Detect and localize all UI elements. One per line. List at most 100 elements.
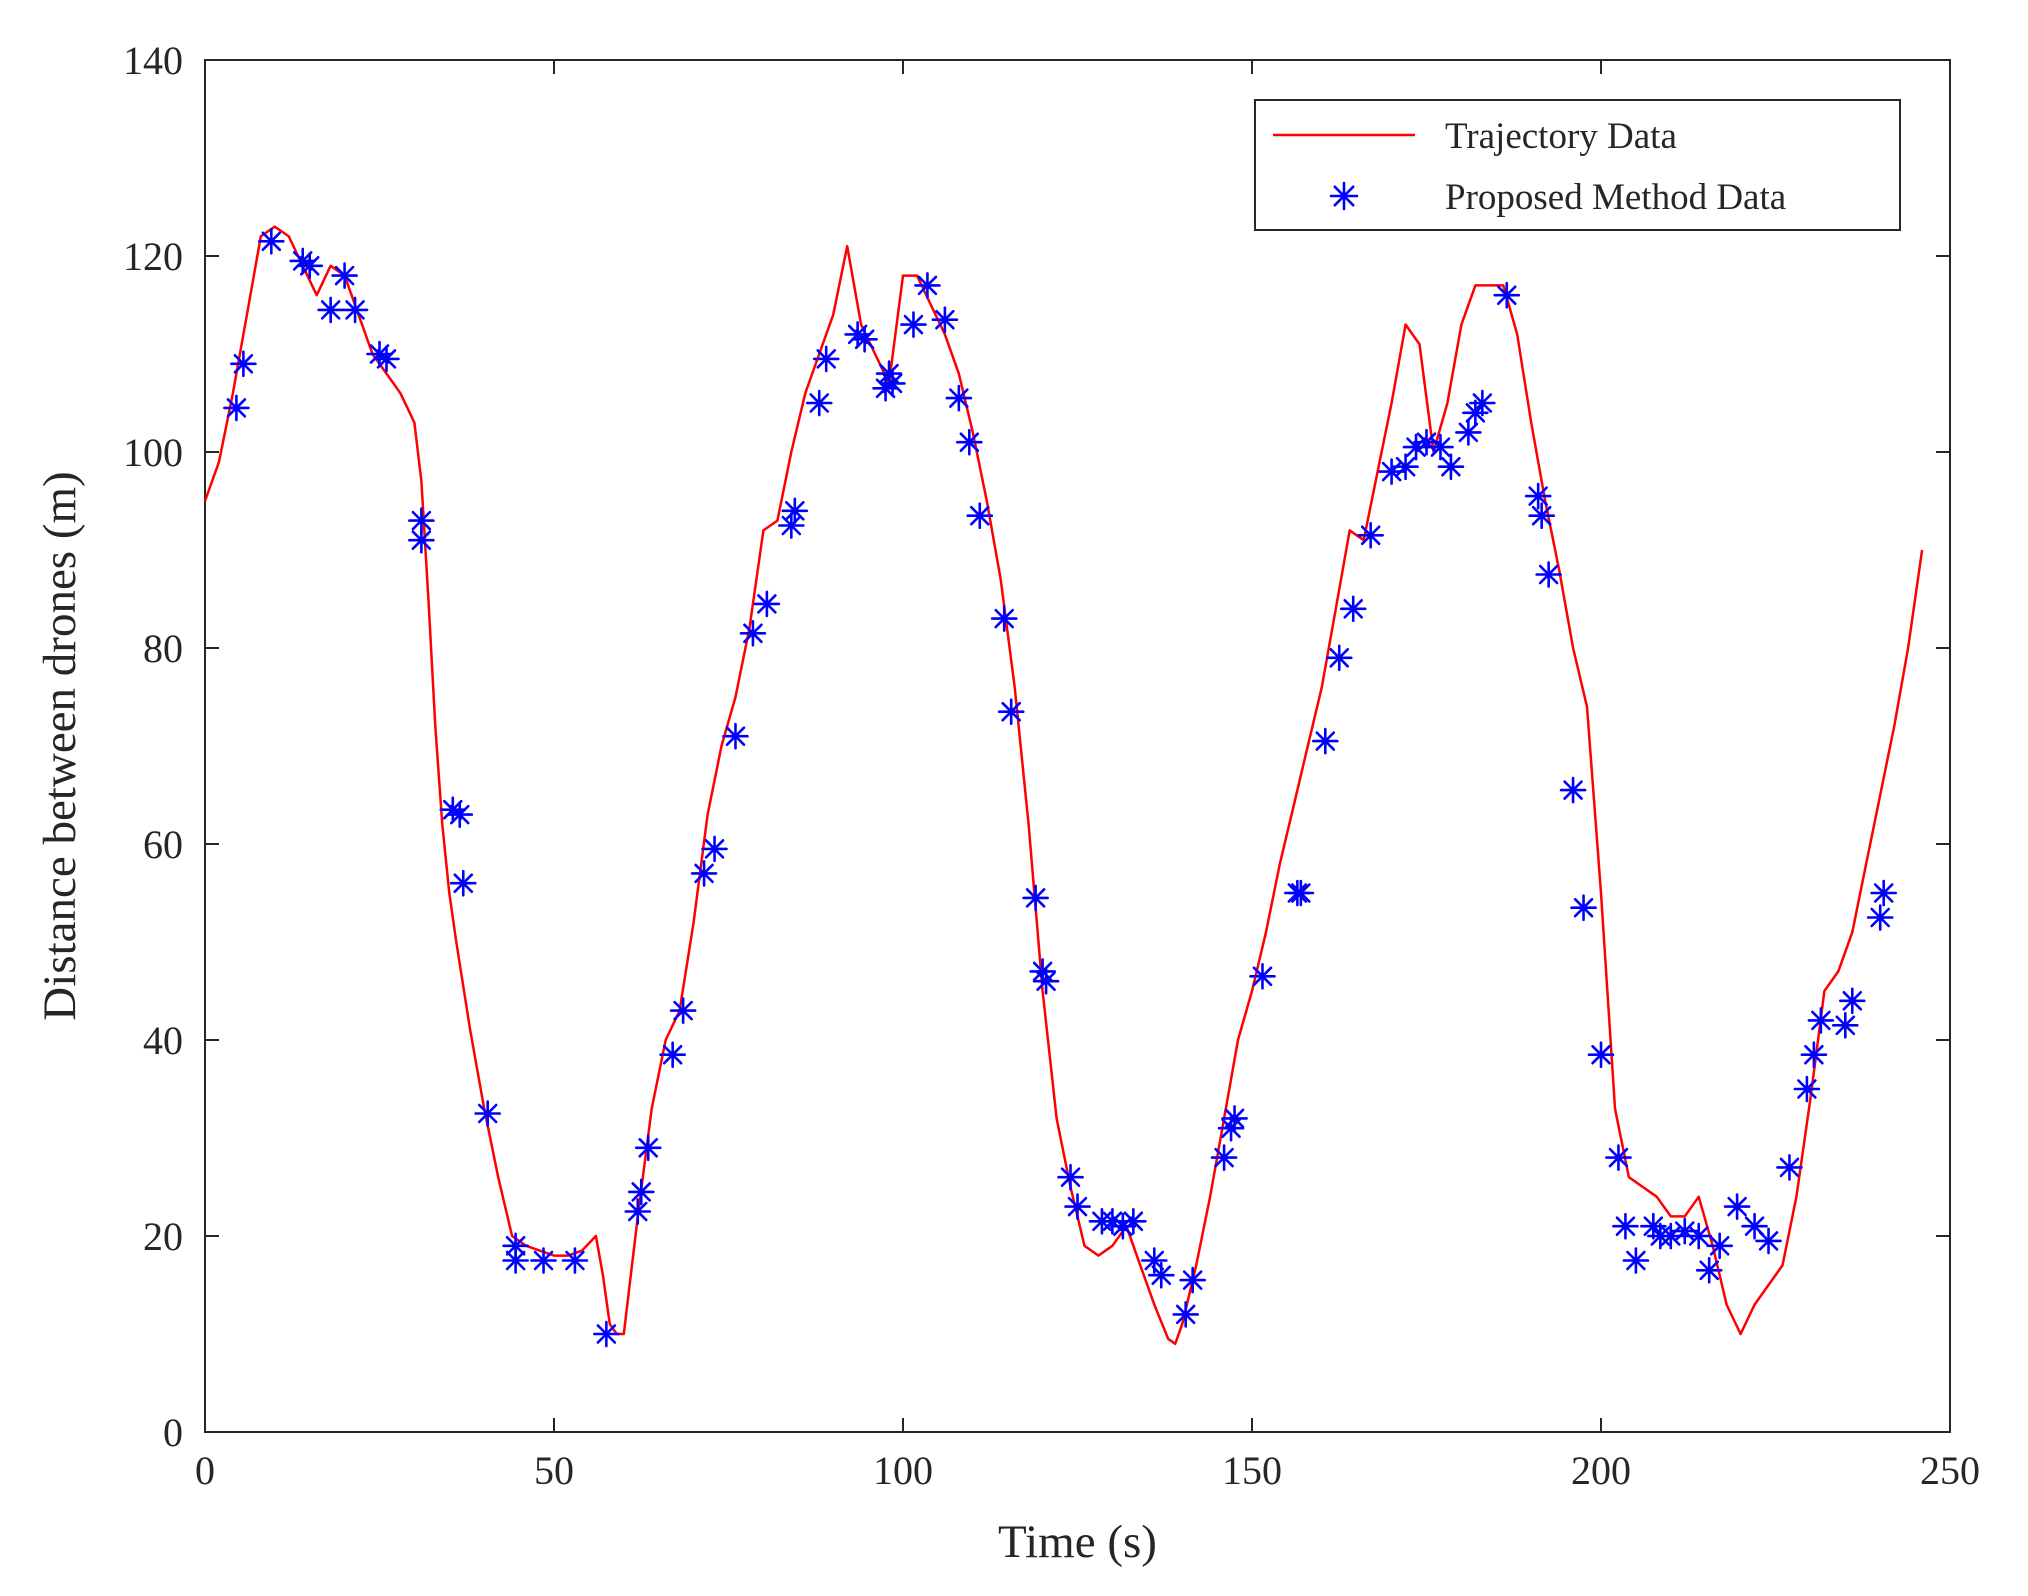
data-point bbox=[366, 340, 393, 368]
data-point bbox=[474, 1100, 501, 1127]
data-point bbox=[805, 389, 833, 417]
x-tick-label: 100 bbox=[873, 1448, 933, 1493]
x-tick-label: 150 bbox=[1222, 1448, 1282, 1493]
data-point bbox=[945, 384, 973, 412]
data-point bbox=[1685, 1222, 1713, 1250]
data-point bbox=[502, 1247, 529, 1274]
plot-area-frame bbox=[204, 59, 1951, 1433]
data-point bbox=[1870, 879, 1897, 907]
data-point bbox=[296, 252, 324, 280]
data-point bbox=[879, 370, 906, 397]
data-point bbox=[1587, 1041, 1615, 1068]
data-point bbox=[624, 1198, 652, 1225]
x-tick-label: 0 bbox=[195, 1448, 215, 1493]
x-tick-label: 200 bbox=[1571, 1448, 1631, 1493]
data-point bbox=[289, 247, 317, 275]
y-tick-label: 0 bbox=[163, 1410, 183, 1455]
data-point bbox=[931, 306, 959, 334]
y-tick-label: 60 bbox=[143, 822, 183, 867]
data-point bbox=[914, 272, 941, 299]
data-point bbox=[690, 860, 718, 887]
legend-label-proposed-method-data: Proposed Method Data bbox=[1445, 177, 1786, 218]
legend-marker bbox=[1329, 181, 1359, 211]
data-point bbox=[1427, 433, 1454, 461]
y-axis-title: Distance between drones (m) bbox=[34, 471, 86, 1020]
legend-swatch-proposed-method-data bbox=[1329, 181, 1359, 211]
data-point bbox=[1524, 482, 1552, 510]
data-point bbox=[1838, 987, 1866, 1015]
data-point bbox=[1455, 419, 1482, 446]
data-point bbox=[223, 394, 250, 422]
legend-box bbox=[1254, 99, 1901, 231]
data-point bbox=[990, 605, 1018, 632]
data-point bbox=[1469, 389, 1496, 417]
data-point bbox=[1570, 894, 1597, 922]
data-point bbox=[1793, 1075, 1821, 1103]
data-point bbox=[781, 497, 809, 525]
data-point bbox=[1695, 1257, 1723, 1284]
data-point bbox=[1776, 1154, 1803, 1181]
data-point bbox=[446, 801, 474, 828]
data-point bbox=[1287, 879, 1315, 907]
data-point bbox=[331, 262, 358, 289]
y-tick-label: 140 bbox=[123, 38, 183, 83]
data-point bbox=[1311, 727, 1339, 755]
data-point bbox=[739, 619, 767, 647]
data-point bbox=[812, 345, 840, 373]
data-point bbox=[722, 722, 749, 750]
data-point bbox=[851, 325, 878, 353]
series-layer bbox=[203, 225, 1924, 1348]
data-point bbox=[341, 296, 369, 324]
data-point bbox=[373, 345, 400, 373]
data-point bbox=[1217, 1114, 1245, 1142]
data-point bbox=[1221, 1105, 1248, 1132]
data-point bbox=[1339, 595, 1367, 623]
y-tick-label: 120 bbox=[123, 234, 183, 279]
data-point bbox=[1462, 399, 1489, 427]
data-point bbox=[1120, 1208, 1147, 1235]
data-point bbox=[230, 350, 257, 378]
data-point bbox=[669, 997, 697, 1024]
data-point bbox=[1029, 958, 1056, 985]
data-point bbox=[1807, 1007, 1835, 1034]
data-point bbox=[1032, 967, 1060, 995]
data-point bbox=[1392, 453, 1419, 481]
data-point bbox=[1559, 776, 1587, 804]
data-point bbox=[875, 360, 903, 387]
data-point bbox=[1147, 1261, 1175, 1289]
data-point bbox=[1535, 561, 1562, 588]
data-point bbox=[593, 1320, 620, 1348]
data-point bbox=[1528, 502, 1555, 530]
x-axis-title: Time (s) bbox=[998, 1516, 1157, 1568]
data-point bbox=[1755, 1227, 1782, 1255]
data-point bbox=[408, 526, 435, 554]
data-point bbox=[1706, 1232, 1733, 1260]
data-point bbox=[634, 1134, 662, 1162]
data-point bbox=[1109, 1212, 1137, 1240]
data-point bbox=[1723, 1193, 1751, 1220]
data-point bbox=[1605, 1144, 1632, 1171]
data-point bbox=[439, 796, 467, 824]
y-tick-label: 40 bbox=[143, 1018, 183, 1063]
data-point bbox=[1249, 962, 1276, 990]
y-tick-label: 80 bbox=[143, 626, 183, 671]
data-point bbox=[701, 835, 728, 863]
data-point bbox=[1800, 1041, 1828, 1068]
data-point bbox=[1179, 1266, 1206, 1294]
data-point bbox=[844, 321, 871, 348]
data-point bbox=[627, 1178, 655, 1206]
data-point bbox=[530, 1247, 557, 1274]
data-point bbox=[561, 1247, 589, 1274]
data-point bbox=[408, 507, 435, 534]
data-point bbox=[1437, 453, 1465, 481]
data-point bbox=[1172, 1301, 1199, 1328]
data-point bbox=[1866, 904, 1894, 931]
data-point bbox=[753, 590, 781, 618]
y-tick-label: 20 bbox=[143, 1214, 183, 1259]
data-point bbox=[659, 1041, 686, 1068]
data-point bbox=[1064, 1193, 1091, 1220]
data-point bbox=[1022, 884, 1049, 912]
data-point bbox=[449, 869, 477, 897]
data-point bbox=[1832, 1011, 1859, 1039]
data-point bbox=[1057, 1163, 1084, 1191]
